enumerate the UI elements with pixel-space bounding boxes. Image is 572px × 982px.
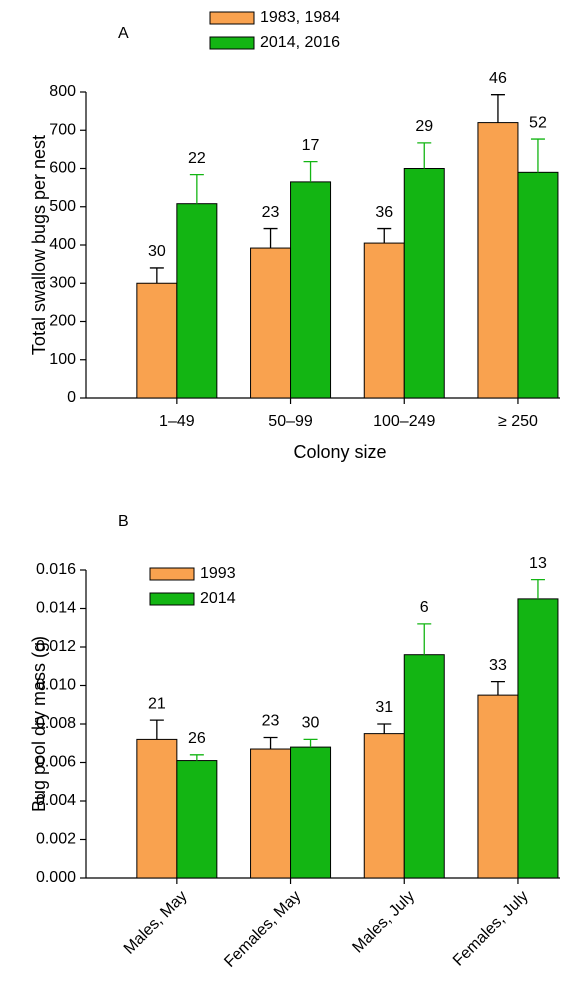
error-bar [377, 723, 392, 734]
y-tick-label: 800 [49, 83, 76, 100]
sample-size-label: 22 [188, 150, 206, 167]
bar [290, 746, 332, 879]
sample-size-label: 46 [489, 70, 507, 87]
x-tick-label: 1–49 [159, 413, 195, 430]
panel-label: B [118, 513, 129, 530]
error-bar [417, 623, 432, 655]
x-tick-label: Females, May [221, 888, 304, 971]
legend-swatch [209, 11, 255, 25]
error-bar [303, 160, 318, 182]
legend-label: 2014, 2016 [260, 34, 340, 51]
sample-size-label: 29 [415, 118, 433, 135]
sample-size-label: 6 [420, 599, 429, 616]
bar [403, 168, 445, 399]
error-bar [189, 173, 204, 204]
bar [363, 242, 405, 399]
legend-swatch [149, 567, 195, 581]
x-axis-label: Colony size [293, 442, 386, 462]
bar [176, 203, 218, 399]
sample-size-label: 21 [148, 695, 166, 712]
error-bar [303, 738, 318, 748]
y-tick-label: 100 [49, 351, 76, 368]
legend-label: 2014 [200, 590, 236, 607]
x-tick-label: Females, July [450, 888, 532, 970]
x-tick-label: Males, July [349, 888, 418, 957]
y-tick-label: 0.016 [36, 561, 76, 578]
y-tick-label: 0 [67, 389, 76, 406]
sample-size-label: 26 [188, 730, 206, 747]
y-axis-label: Total swallow bugs per nest [29, 135, 49, 355]
x-tick-label: ≥ 250 [498, 413, 538, 430]
bar [176, 760, 218, 879]
sample-size-label: 23 [262, 713, 280, 730]
y-tick-label: 300 [49, 274, 76, 291]
y-tick-label: 400 [49, 236, 76, 253]
bar [477, 122, 519, 399]
error-bar [263, 227, 278, 249]
error-bar [149, 719, 164, 740]
error-bar [417, 142, 432, 169]
error-bar [530, 138, 545, 173]
bar [250, 247, 292, 399]
error-bar [530, 578, 545, 599]
y-tick-label: 0.010 [36, 677, 76, 694]
y-axis-label: Bug pool dry mass (g) [29, 636, 49, 812]
y-tick-label: 0.000 [36, 869, 76, 886]
sample-size-label: 13 [529, 555, 547, 572]
x-tick-label: 100–249 [373, 413, 435, 430]
sample-size-label: 36 [375, 204, 393, 221]
sample-size-label: 52 [529, 114, 547, 131]
error-bar [263, 736, 278, 750]
y-tick-label: 700 [49, 121, 76, 138]
x-tick-label: 50–99 [268, 413, 313, 430]
y-tick-label: 0.014 [36, 600, 76, 617]
y-tick-label: 200 [49, 313, 76, 330]
y-tick-label: 0.006 [36, 754, 76, 771]
bar [363, 733, 405, 879]
bar [136, 282, 178, 399]
sample-size-label: 31 [375, 699, 393, 716]
bar [517, 598, 559, 879]
sample-size-label: 23 [262, 204, 280, 221]
y-tick-label: 0.012 [36, 638, 76, 655]
panel-label: A [118, 25, 129, 42]
y-tick-label: 600 [49, 160, 76, 177]
y-tick-label: 500 [49, 198, 76, 215]
y-tick-label: 0.004 [36, 792, 76, 809]
bar [403, 654, 445, 879]
y-tick-label: 0.008 [36, 715, 76, 732]
bar [290, 181, 332, 399]
sample-size-label: 17 [302, 137, 320, 154]
error-bar [490, 681, 505, 696]
error-bar [490, 94, 505, 123]
error-bar [189, 754, 204, 761]
error-bar [149, 267, 164, 284]
sample-size-label: 33 [489, 657, 507, 674]
bar [136, 738, 178, 879]
sample-size-label: 30 [148, 243, 166, 260]
legend-swatch [149, 592, 195, 606]
x-tick-label: Males, May [121, 888, 191, 958]
y-tick-label: 0.002 [36, 831, 76, 848]
legend-label: 1983, 1984 [260, 9, 340, 26]
legend-label: 1993 [200, 565, 236, 582]
sample-size-label: 30 [302, 715, 320, 732]
bar [477, 694, 519, 879]
error-bar [377, 227, 392, 244]
legend-swatch [209, 36, 255, 50]
bar [517, 171, 559, 399]
bar [250, 748, 292, 879]
